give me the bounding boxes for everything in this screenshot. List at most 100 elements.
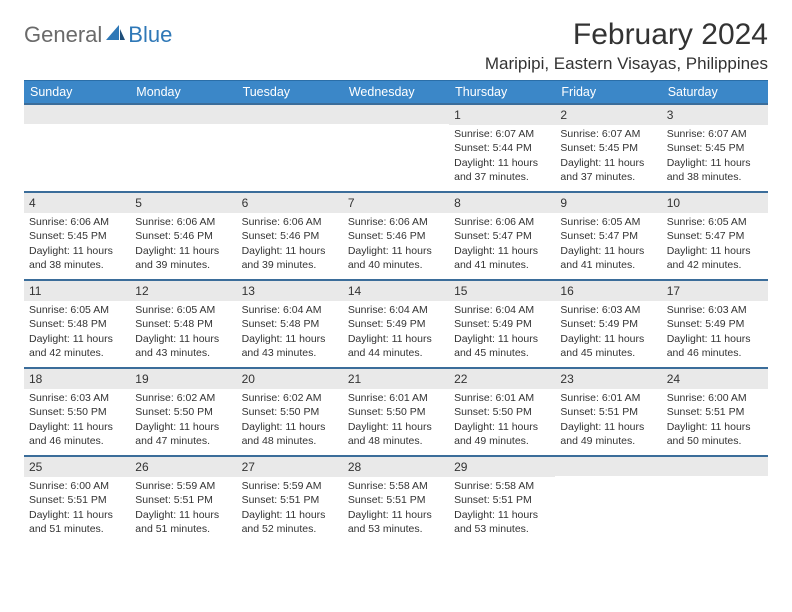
daylight-text: Daylight: 11 hours and 49 minutes. [560, 420, 656, 448]
weeks-container: 1Sunrise: 6:07 AMSunset: 5:44 PMDaylight… [24, 103, 768, 543]
sunset-text: Sunset: 5:49 PM [454, 317, 550, 331]
daylight-text: Daylight: 11 hours and 42 minutes. [667, 244, 763, 272]
sunrise-text: Sunrise: 6:06 AM [29, 215, 125, 229]
location-text: Maripipi, Eastern Visayas, Philippines [485, 54, 768, 74]
sunset-text: Sunset: 5:48 PM [242, 317, 338, 331]
calendar-grid: SundayMondayTuesdayWednesdayThursdayFrid… [24, 80, 768, 543]
day-number: 23 [555, 369, 661, 389]
day-cell: 24Sunrise: 6:00 AMSunset: 5:51 PMDayligh… [662, 369, 768, 455]
day-number: 2 [555, 105, 661, 125]
day-number: 18 [24, 369, 130, 389]
sunset-text: Sunset: 5:50 PM [135, 405, 231, 419]
day-number: 22 [449, 369, 555, 389]
day-body: Sunrise: 6:05 AMSunset: 5:47 PMDaylight:… [555, 213, 661, 276]
sunset-text: Sunset: 5:46 PM [242, 229, 338, 243]
day-cell: 21Sunrise: 6:01 AMSunset: 5:50 PMDayligh… [343, 369, 449, 455]
day-cell: 16Sunrise: 6:03 AMSunset: 5:49 PMDayligh… [555, 281, 661, 367]
day-number: 4 [24, 193, 130, 213]
sunrise-text: Sunrise: 6:05 AM [667, 215, 763, 229]
day-number: 5 [130, 193, 236, 213]
day-number: 21 [343, 369, 449, 389]
day-number: 20 [237, 369, 343, 389]
sunrise-text: Sunrise: 6:06 AM [242, 215, 338, 229]
daylight-text: Daylight: 11 hours and 39 minutes. [242, 244, 338, 272]
sunrise-text: Sunrise: 6:05 AM [135, 303, 231, 317]
day-cell: 22Sunrise: 6:01 AMSunset: 5:50 PMDayligh… [449, 369, 555, 455]
day-number: 8 [449, 193, 555, 213]
daylight-text: Daylight: 11 hours and 43 minutes. [135, 332, 231, 360]
daylight-text: Daylight: 11 hours and 41 minutes. [454, 244, 550, 272]
sunset-text: Sunset: 5:50 PM [29, 405, 125, 419]
day-cell: 25Sunrise: 6:00 AMSunset: 5:51 PMDayligh… [24, 457, 130, 543]
day-body: Sunrise: 6:03 AMSunset: 5:49 PMDaylight:… [555, 301, 661, 364]
sunset-text: Sunset: 5:46 PM [135, 229, 231, 243]
day-cell: 9Sunrise: 6:05 AMSunset: 5:47 PMDaylight… [555, 193, 661, 279]
day-body: Sunrise: 6:06 AMSunset: 5:47 PMDaylight:… [449, 213, 555, 276]
daylight-text: Daylight: 11 hours and 45 minutes. [560, 332, 656, 360]
day-body: Sunrise: 6:07 AMSunset: 5:44 PMDaylight:… [449, 125, 555, 188]
day-body: Sunrise: 6:04 AMSunset: 5:48 PMDaylight:… [237, 301, 343, 364]
logo-sail-icon [104, 23, 126, 48]
sunset-text: Sunset: 5:45 PM [667, 141, 763, 155]
sunrise-text: Sunrise: 5:59 AM [135, 479, 231, 493]
day-cell [237, 105, 343, 191]
empty-day-bar [662, 457, 768, 476]
day-cell: 27Sunrise: 5:59 AMSunset: 5:51 PMDayligh… [237, 457, 343, 543]
sunset-text: Sunset: 5:47 PM [667, 229, 763, 243]
daylight-text: Daylight: 11 hours and 42 minutes. [29, 332, 125, 360]
day-cell [24, 105, 130, 191]
daylight-text: Daylight: 11 hours and 44 minutes. [348, 332, 444, 360]
weekday-header-cell: Monday [130, 81, 236, 103]
sunrise-text: Sunrise: 6:04 AM [242, 303, 338, 317]
sunrise-text: Sunrise: 5:58 AM [454, 479, 550, 493]
day-number: 9 [555, 193, 661, 213]
day-body: Sunrise: 6:01 AMSunset: 5:50 PMDaylight:… [343, 389, 449, 452]
sunrise-text: Sunrise: 6:02 AM [135, 391, 231, 405]
sunset-text: Sunset: 5:49 PM [348, 317, 444, 331]
day-cell: 29Sunrise: 5:58 AMSunset: 5:51 PMDayligh… [449, 457, 555, 543]
sunrise-text: Sunrise: 5:59 AM [242, 479, 338, 493]
day-cell: 12Sunrise: 6:05 AMSunset: 5:48 PMDayligh… [130, 281, 236, 367]
day-body: Sunrise: 6:06 AMSunset: 5:46 PMDaylight:… [343, 213, 449, 276]
day-body: Sunrise: 6:00 AMSunset: 5:51 PMDaylight:… [662, 389, 768, 452]
day-number: 14 [343, 281, 449, 301]
day-cell: 18Sunrise: 6:03 AMSunset: 5:50 PMDayligh… [24, 369, 130, 455]
sunset-text: Sunset: 5:47 PM [454, 229, 550, 243]
weekday-header-cell: Saturday [662, 81, 768, 103]
day-body: Sunrise: 6:01 AMSunset: 5:51 PMDaylight:… [555, 389, 661, 452]
sunrise-text: Sunrise: 6:07 AM [454, 127, 550, 141]
month-title: February 2024 [485, 18, 768, 52]
day-cell: 11Sunrise: 6:05 AMSunset: 5:48 PMDayligh… [24, 281, 130, 367]
day-body: Sunrise: 5:58 AMSunset: 5:51 PMDaylight:… [343, 477, 449, 540]
sunrise-text: Sunrise: 6:00 AM [667, 391, 763, 405]
day-number: 12 [130, 281, 236, 301]
day-number: 3 [662, 105, 768, 125]
calendar-page: General Blue February 2024 Maripipi, Eas… [0, 0, 792, 561]
empty-day-bar [237, 105, 343, 124]
day-body: Sunrise: 6:07 AMSunset: 5:45 PMDaylight:… [555, 125, 661, 188]
sunset-text: Sunset: 5:45 PM [29, 229, 125, 243]
week-row: 25Sunrise: 6:00 AMSunset: 5:51 PMDayligh… [24, 455, 768, 543]
daylight-text: Daylight: 11 hours and 38 minutes. [29, 244, 125, 272]
sunrise-text: Sunrise: 6:05 AM [560, 215, 656, 229]
day-number: 29 [449, 457, 555, 477]
empty-day-bar [130, 105, 236, 124]
sunrise-text: Sunrise: 6:06 AM [348, 215, 444, 229]
day-cell: 28Sunrise: 5:58 AMSunset: 5:51 PMDayligh… [343, 457, 449, 543]
empty-day-bar [343, 105, 449, 124]
day-cell: 2Sunrise: 6:07 AMSunset: 5:45 PMDaylight… [555, 105, 661, 191]
day-body: Sunrise: 6:02 AMSunset: 5:50 PMDaylight:… [237, 389, 343, 452]
day-cell: 19Sunrise: 6:02 AMSunset: 5:50 PMDayligh… [130, 369, 236, 455]
sunset-text: Sunset: 5:46 PM [348, 229, 444, 243]
sunrise-text: Sunrise: 6:06 AM [135, 215, 231, 229]
sunset-text: Sunset: 5:45 PM [560, 141, 656, 155]
day-cell: 5Sunrise: 6:06 AMSunset: 5:46 PMDaylight… [130, 193, 236, 279]
sunrise-text: Sunrise: 5:58 AM [348, 479, 444, 493]
logo: General Blue [24, 22, 172, 48]
weekday-header-cell: Sunday [24, 81, 130, 103]
weekday-header-cell: Friday [555, 81, 661, 103]
sunrise-text: Sunrise: 6:02 AM [242, 391, 338, 405]
day-body: Sunrise: 5:58 AMSunset: 5:51 PMDaylight:… [449, 477, 555, 540]
day-cell: 15Sunrise: 6:04 AMSunset: 5:49 PMDayligh… [449, 281, 555, 367]
daylight-text: Daylight: 11 hours and 53 minutes. [348, 508, 444, 536]
